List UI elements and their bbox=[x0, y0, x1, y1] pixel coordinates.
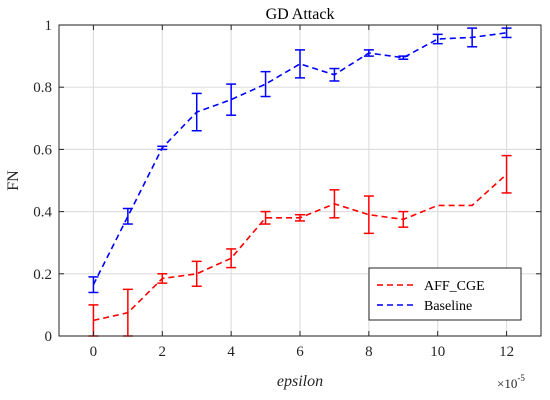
y-tick-label: 0 bbox=[45, 329, 53, 345]
x-axis-label: epsilon bbox=[277, 373, 323, 390]
x-tick-label: 8 bbox=[365, 344, 373, 360]
x-axis-exponent-power: -5 bbox=[517, 373, 525, 383]
x-axis-exponent-base: ×10 bbox=[497, 376, 517, 391]
x-tick-label: 12 bbox=[499, 344, 514, 360]
series-layer bbox=[88, 27, 512, 337]
y-tick-label: 0.6 bbox=[33, 142, 52, 158]
legend-label-baseline: Baseline bbox=[424, 299, 472, 314]
y-tick-label: 1 bbox=[45, 18, 53, 34]
y-tick-label: 0.8 bbox=[33, 80, 52, 96]
x-tick-label: 2 bbox=[159, 344, 167, 360]
y-tick-label: 0.2 bbox=[33, 267, 52, 283]
y-tick-label: 0.4 bbox=[33, 205, 52, 221]
legend-label-aff-cge: AFF_CGE bbox=[424, 279, 485, 294]
legend: AFF_CGE Baseline bbox=[368, 267, 522, 321]
y-axis-label: FN bbox=[5, 170, 22, 191]
tick-layer: 0 2 4 6 8 10 12 0 0.2 0.4 0.6 0.8 1 bbox=[33, 18, 541, 360]
x-tick-label: 10 bbox=[430, 344, 445, 360]
chart-title: GD Attack bbox=[266, 6, 335, 23]
x-tick-label: 6 bbox=[296, 344, 304, 360]
x-tick-label: 0 bbox=[90, 344, 98, 360]
legend-box bbox=[368, 267, 522, 321]
x-axis-exponent: ×10-5 bbox=[497, 373, 525, 391]
x-tick-label: 4 bbox=[227, 344, 235, 360]
